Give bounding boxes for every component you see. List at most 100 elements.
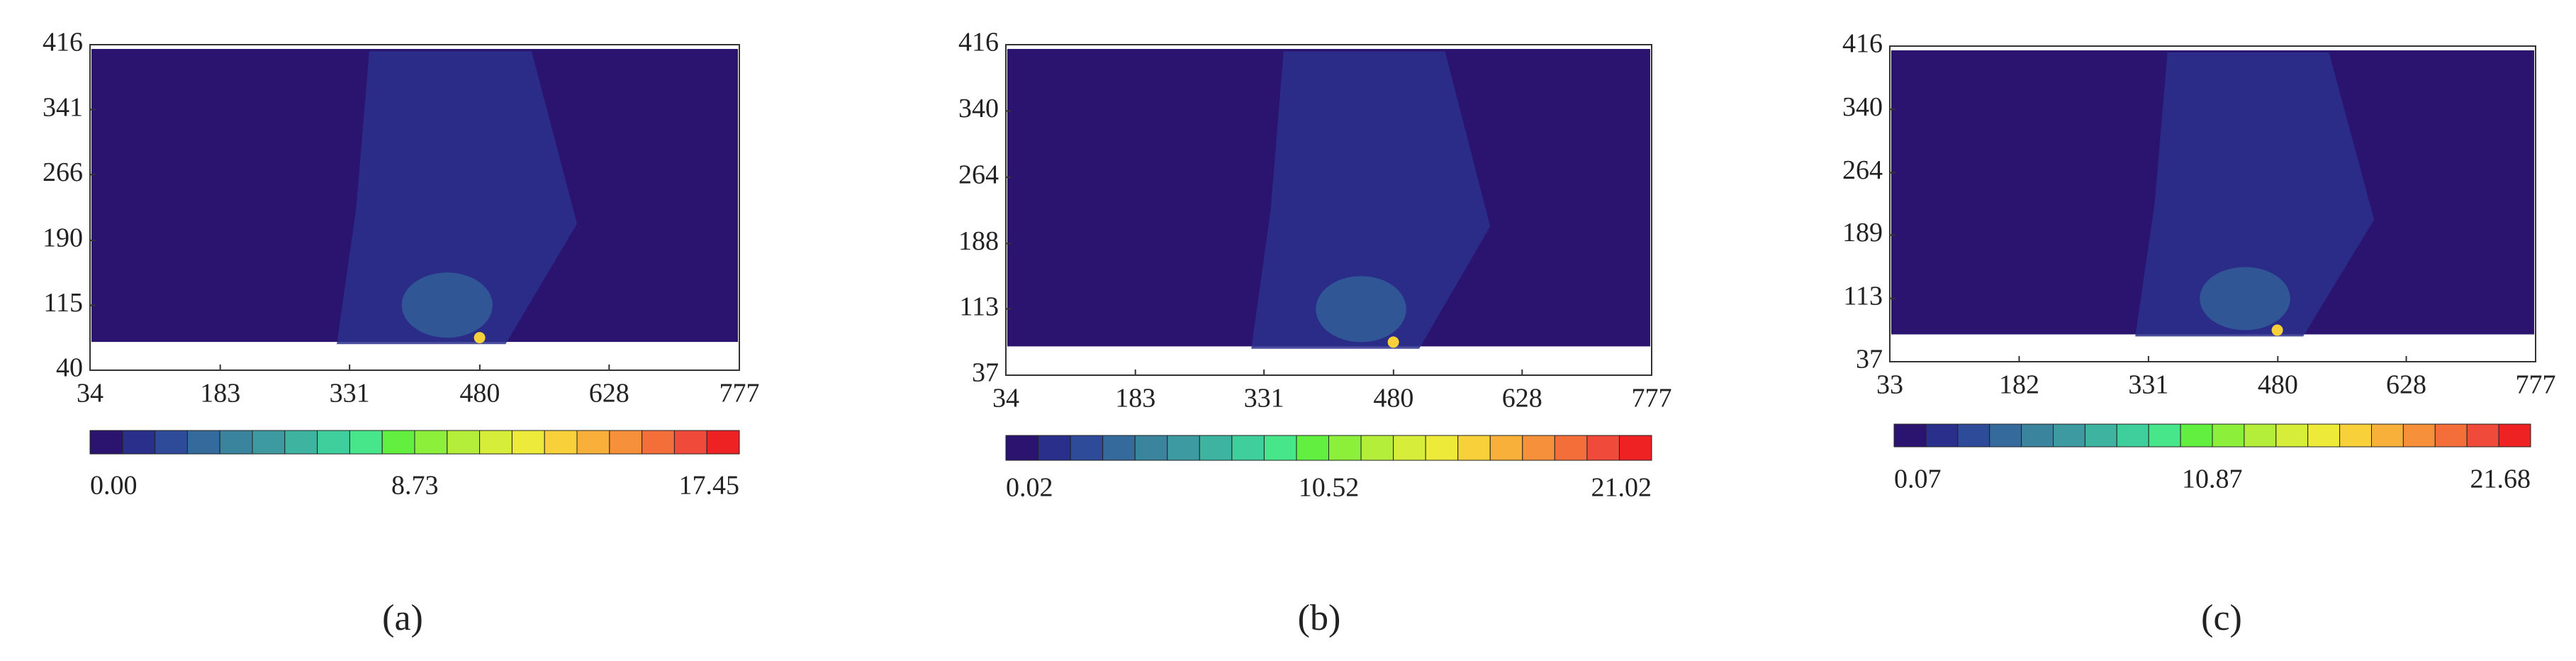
x-tick-label: 777 [2516,370,2556,400]
colorbar-swatch [2180,423,2213,448]
colorbar-swatch [479,430,513,455]
colorbar-swatch [1360,435,1394,461]
colorbar-swatch [511,430,545,455]
colorbar-label: 8.73 [391,471,439,501]
colorbar-swatch [1263,435,1297,461]
colorbar-label: 10.87 [2182,465,2243,494]
x-tick-label: 628 [1502,384,1542,413]
colorbar-swatch [2021,423,2054,448]
colorbar-swatch [1393,435,1426,461]
colorbar-swatch [2466,423,2499,448]
colorbar-swatch [414,430,448,455]
x-tick-label: 183 [1115,384,1155,413]
colorbar-swatch [609,430,643,455]
x-tick-label: 777 [719,379,760,409]
y-tick-label: 264 [958,160,999,190]
colorbar-swatch [155,430,188,455]
colorbar-label: 17.45 [679,471,740,501]
plot-frame [89,44,740,371]
panel-label: (a) [382,598,423,638]
colorbar-swatch [2244,423,2277,448]
colorbar-swatch [1957,423,1990,448]
colorbar-swatch [186,430,220,455]
x-tick-label: 183 [200,379,240,409]
plot-frame [1889,45,2536,362]
colorbar-swatch [2498,423,2531,448]
y-tick-label: 341 [43,92,83,122]
colorbar-swatch [2307,423,2341,448]
contour-band [2135,52,2375,337]
colorbar-swatch [349,430,383,455]
colorbar-swatch [252,430,286,455]
colorbar-swatch [1231,435,1265,461]
contour-band [337,51,577,345]
colorbar-swatch [1457,435,1491,461]
contour-spot [1316,276,1406,343]
colorbar-swatch [1618,435,1652,461]
x-tick-label: 331 [2128,370,2168,400]
y-tick-label: 40 [56,353,83,383]
colorbar-swatch [1489,435,1523,461]
y-tick-label: 266 [43,157,83,187]
colorbar-swatch [576,430,610,455]
colorbar-swatch [2116,423,2149,448]
colorbar-label: 0.07 [1894,465,1942,494]
y-tick-label: 416 [1842,29,1883,59]
colorbar-swatch [89,430,123,455]
y-tick-label: 113 [1843,281,1883,311]
panel-label: (c) [2201,598,2242,638]
x-tick-label: 182 [1999,370,2039,400]
contour-spot [401,272,493,338]
colorbar-label: 21.02 [1591,473,1652,503]
y-tick-label: 416 [958,28,999,57]
colorbar-label: 0.00 [90,471,138,501]
x-tick-label: 480 [2258,370,2298,400]
contour-hot [1387,336,1399,348]
colorbar-label: 10.52 [1299,473,1360,503]
colorbar-swatch [1102,435,1136,461]
y-tick-label: 264 [1842,155,1883,185]
x-tick-label: 628 [2386,370,2426,400]
colorbar-label: 0.02 [1006,473,1053,503]
colorbar-swatch [1425,435,1459,461]
y-tick-label: 188 [958,226,999,256]
y-tick-label: 340 [958,94,999,123]
colorbar-swatch [122,430,156,455]
colorbar-swatch [1328,435,1362,461]
x-tick-label: 777 [1632,384,1672,413]
colorbar-swatch [2053,423,2085,448]
y-tick-label: 37 [972,358,999,388]
contour-hot [2271,324,2283,336]
colorbar-swatch [1038,435,1071,461]
colorbar-swatch [1134,435,1168,461]
colorbar-swatch [544,430,578,455]
colorbar-swatch [2212,423,2245,448]
y-tick-label: 190 [43,223,83,253]
colorbar-swatch [284,430,318,455]
y-tick-label: 340 [1842,92,1883,122]
colorbar-swatch [2402,423,2436,448]
colorbar-swatch [1586,435,1620,461]
y-tick-label: 416 [43,28,83,57]
colorbar-swatch [2434,423,2468,448]
y-tick-label: 37 [1856,345,1883,374]
contour-band [1251,51,1491,349]
colorbar-swatch [706,430,740,455]
colorbar-swatch [2371,423,2404,448]
colorbar-swatch [1005,435,1039,461]
x-tick-label: 34 [77,379,103,409]
colorbar-swatch [1167,435,1200,461]
colorbar-swatch [317,430,350,455]
contour-hot [474,332,486,344]
colorbar-swatch [1554,435,1588,461]
colorbar-swatch [1296,435,1329,461]
colorbar-swatch [1893,423,1927,448]
colorbar-swatch [1989,423,2022,448]
y-tick-label: 189 [1842,218,1883,248]
plot-frame [1005,44,1652,376]
x-tick-label: 331 [330,379,370,409]
colorbar-swatch [1070,435,1104,461]
contour-spot [2200,267,2290,330]
colorbar-swatch [1925,423,1959,448]
